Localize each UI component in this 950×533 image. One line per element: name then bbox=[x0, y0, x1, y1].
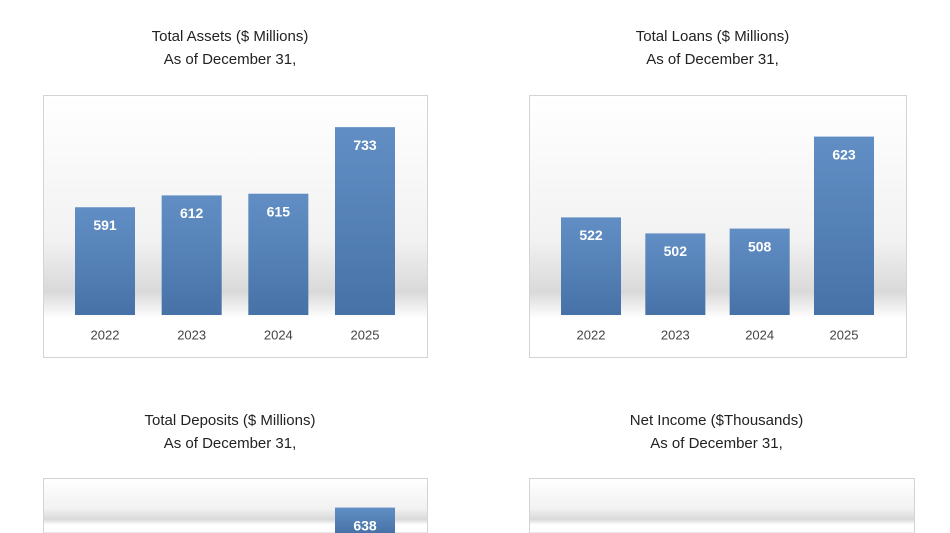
bar-shade bbox=[75, 207, 135, 315]
value-label: 612 bbox=[180, 205, 204, 221]
value-label: 522 bbox=[579, 227, 603, 243]
chart-frame bbox=[529, 478, 915, 533]
bar-shade bbox=[814, 136, 874, 315]
x-tick-label: 2025 bbox=[351, 327, 380, 342]
value-label: 733 bbox=[353, 137, 377, 153]
value-label: 508 bbox=[748, 238, 772, 254]
bar-shade bbox=[335, 507, 395, 533]
x-tick-label: 2025 bbox=[830, 327, 859, 342]
x-tick-label: 2022 bbox=[577, 327, 606, 342]
bar-shade bbox=[729, 228, 790, 315]
chart-subtitle: As of December 31, bbox=[164, 51, 297, 68]
chart-subtitle: As of December 31, bbox=[650, 435, 783, 452]
x-tick-label: 2024 bbox=[745, 327, 774, 342]
x-tick-label: 2023 bbox=[661, 327, 690, 342]
bar-shade bbox=[645, 233, 706, 315]
chart-title: Total Assets ($ Millions) bbox=[152, 28, 309, 45]
x-tick-label: 2022 bbox=[91, 327, 120, 342]
chart-title: Total Deposits ($ Millions) bbox=[145, 412, 316, 429]
bar-shade bbox=[561, 217, 621, 315]
chart-subtitle: As of December 31, bbox=[164, 435, 297, 452]
value-label: 591 bbox=[93, 217, 117, 233]
chart-title: Total Loans ($ Millions) bbox=[636, 28, 789, 45]
value-label: 615 bbox=[267, 203, 291, 219]
bar-shade bbox=[335, 127, 395, 316]
x-tick-label: 2023 bbox=[177, 327, 206, 342]
value-label: 623 bbox=[832, 146, 856, 162]
x-tick-label: 2024 bbox=[264, 327, 293, 342]
chart-title: Net Income ($Thousands) bbox=[630, 412, 803, 429]
chart-subtitle: As of December 31, bbox=[646, 51, 779, 68]
bar-shade bbox=[161, 195, 222, 315]
bar-shade bbox=[248, 193, 309, 315]
value-label: 502 bbox=[664, 243, 688, 259]
value-label: 638 bbox=[353, 517, 377, 533]
